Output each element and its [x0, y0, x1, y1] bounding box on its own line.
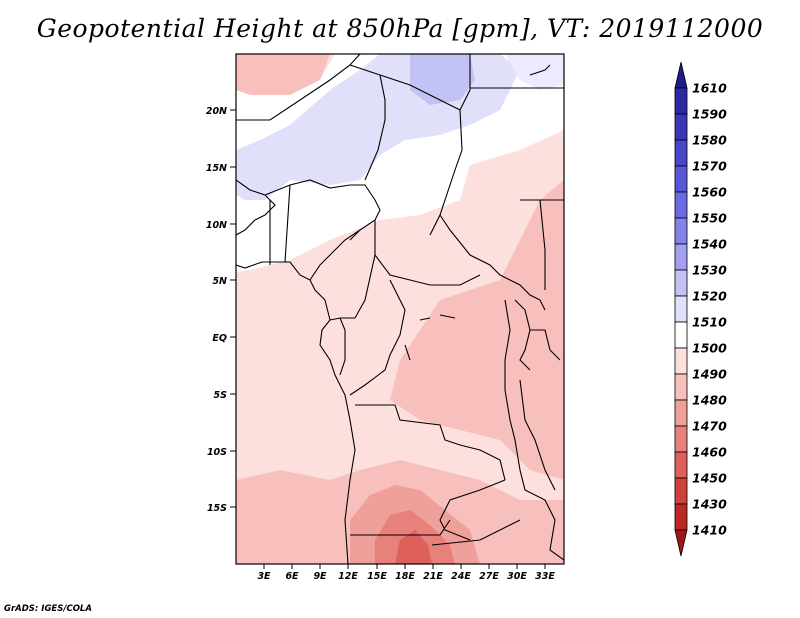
border-sudan-ethiopia: [520, 199, 564, 290]
lon-label-15e: 15E: [367, 571, 387, 582]
border-angola-drc: [355, 404, 506, 481]
lon-label-12e: 12E: [338, 571, 358, 582]
colorbar-label: 1410: [692, 523, 727, 538]
lat-label-eq: EQ: [212, 333, 227, 344]
colorbar-label: 1480: [692, 393, 727, 408]
country-boundaries: [236, 54, 564, 564]
colorbar-segment: [674, 139, 688, 167]
colorbar-segment: [674, 321, 688, 349]
colorbar-label: 1530: [692, 263, 727, 278]
lat-label-5s: 5S: [214, 390, 228, 401]
border-mali-algeria: [236, 54, 361, 121]
colorbar-label: 1470: [692, 419, 727, 434]
border-uganda-rwanda: [514, 299, 561, 371]
colorbar-segment: [674, 113, 688, 141]
border-chad-sudan: [429, 109, 463, 236]
lat-label-15n: 15N: [206, 163, 227, 174]
border-niger-chad: [364, 74, 386, 181]
chart-title: Geopotential Height at 850hPa [gpm], VT:…: [36, 14, 764, 43]
lon-label-27e: 27E: [479, 571, 499, 582]
colorbar-segment: [674, 373, 688, 401]
colorbar-segment: [674, 165, 688, 193]
lat-label-10s: 10S: [207, 447, 227, 458]
colorbar-label: 1490: [692, 367, 727, 382]
border-zambia-angola: [439, 479, 506, 541]
coastline-red-sea: [529, 64, 551, 76]
border-congo-drc: [349, 279, 406, 396]
colorbar-label: 1610: [692, 81, 727, 96]
border-cameroon-congo: [329, 254, 376, 321]
lon-label-9e: 9E: [313, 571, 327, 582]
colorbar-label: 1510: [692, 315, 727, 330]
lon-label-6e: 6E: [285, 571, 299, 582]
field-blob-1460: [395, 530, 432, 564]
colorbar-label: 1570: [692, 159, 727, 174]
colorbar-segment: [674, 217, 688, 245]
height-field: [236, 54, 564, 564]
colorbar-label: 1430: [692, 497, 727, 512]
colorbar-label: 1520: [692, 289, 727, 304]
grads-credit: GrADS: IGES/COLA: [4, 604, 92, 614]
colorbar-segment: [674, 477, 688, 505]
colorbar-segment: [674, 191, 688, 219]
border-tanzania: [519, 379, 556, 491]
colorbar-segment: [674, 451, 688, 479]
colorbar-label: 1590: [692, 107, 727, 122]
lon-label-3e: 3E: [257, 571, 271, 582]
border-east-drc-lakes: [504, 299, 564, 561]
colorbar-segment: [674, 425, 688, 453]
border-gabon: [339, 317, 346, 376]
colorbar: 1610 1590 1580 1570 1560 1550 1540 1530 1520 1510…: [674, 61, 727, 557]
colorbar-segment: [674, 243, 688, 271]
colorbar-top-triangle: [674, 61, 688, 89]
colorbar-segment: [674, 503, 688, 531]
colorbar-bottom-triangle: [674, 529, 688, 557]
border-namibia-angola: [350, 519, 451, 536]
colorbar-segment: [674, 399, 688, 427]
colorbar-segment: [674, 295, 688, 323]
colorbar-segment: [674, 87, 688, 115]
colorbar-segment: [674, 269, 688, 297]
field-blob-1530: [410, 54, 475, 105]
colorbar-label: 1460: [692, 445, 727, 460]
longitude-axis: 3E 6E 9E 12E 15E 18E 21E 24E 27E 30E 33E: [257, 564, 555, 582]
lon-label-21e: 21E: [423, 571, 443, 582]
field-blob-1520-ne: [505, 54, 564, 90]
river-congo: [404, 314, 456, 361]
colorbar-label: 1540: [692, 237, 727, 252]
border-caprivi: [431, 519, 521, 546]
plot-frame: [235, 53, 565, 565]
colorbar-segment: [674, 347, 688, 375]
lat-label-5n: 5N: [212, 276, 227, 287]
colorbar-label: 1500: [692, 341, 727, 356]
field-blob-1490-nw: [236, 54, 330, 95]
colorbar-label: 1580: [692, 133, 727, 148]
coastline-west: [236, 261, 356, 564]
lon-label-33e: 33E: [535, 571, 555, 582]
border-niger-nigeria: [264, 179, 381, 241]
colorbar-label: 1560: [692, 185, 727, 200]
lon-label-24e: 24E: [451, 571, 471, 582]
lat-label-10n: 10N: [206, 220, 227, 231]
lon-label-30e: 30E: [507, 571, 527, 582]
border-nigeria-cameroon: [309, 229, 361, 281]
latitude-axis: 20N 15N 10N 5N EQ 5S 10S 15S: [206, 106, 236, 514]
lon-label-18e: 18E: [395, 571, 415, 582]
lat-label-20n: 20N: [206, 106, 227, 117]
colorbar-label: 1550: [692, 211, 727, 226]
border-benin-togo: [269, 184, 291, 265]
colorbar-label: 1450: [692, 471, 727, 486]
field-band-1490-east: [390, 180, 564, 480]
lat-label-15s: 15S: [207, 503, 227, 514]
border-car-south-sudan: [439, 214, 546, 311]
